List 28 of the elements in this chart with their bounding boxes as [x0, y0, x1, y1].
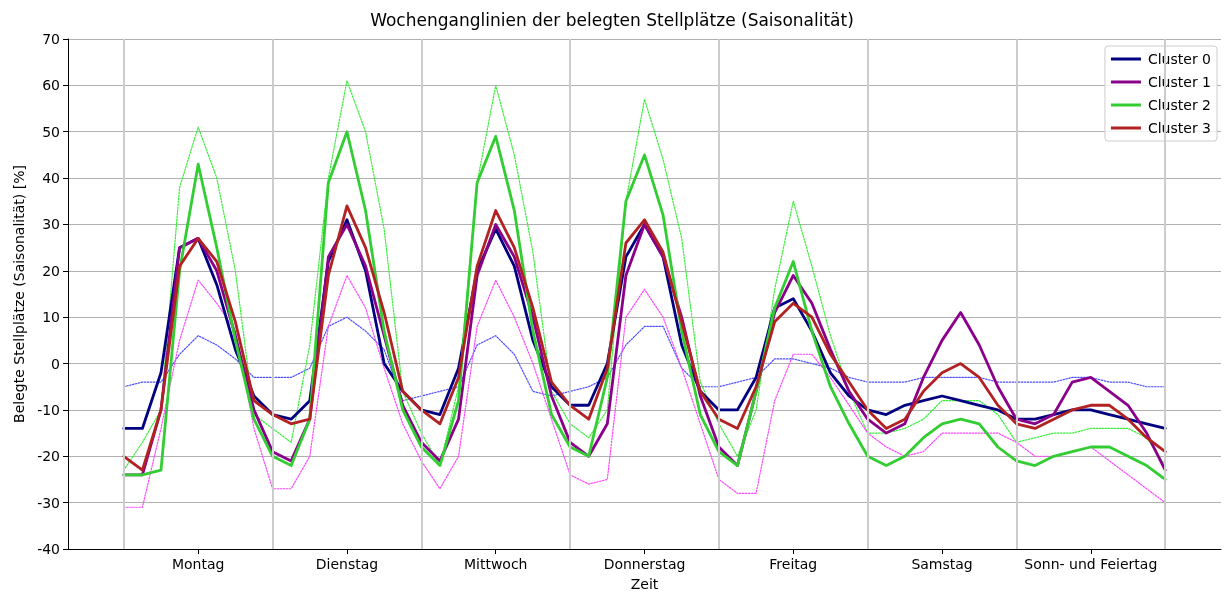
- y-tick-label: 30: [42, 216, 60, 233]
- x-tick-label: Freitag: [769, 556, 818, 572]
- legend-label: Cluster 2: [1147, 97, 1212, 113]
- y-tick-label: 50: [42, 123, 60, 140]
- legend-label: Cluster 1: [1147, 74, 1212, 90]
- y-tick-label: 40: [42, 170, 60, 187]
- chart-title: Wochenganglinien der belegten Stellplätze (Saisonalität): [370, 9, 854, 30]
- x-tick-label: Sonn- und Feiertag: [1024, 556, 1158, 572]
- legend-label: Cluster 0: [1147, 51, 1212, 67]
- x-tick-label: Donnerstag: [603, 556, 686, 572]
- line-series: [123, 316, 1166, 402]
- y-tick-label: 60: [42, 77, 60, 94]
- x-axis-title: Zeit: [630, 576, 659, 592]
- y-tick-label: 0: [51, 355, 60, 372]
- legend-label: Cluster 3: [1147, 120, 1212, 136]
- y-tick-label: -20: [37, 448, 60, 465]
- y-tick-label: -40: [37, 541, 60, 557]
- y-tick-label: 10: [42, 309, 60, 326]
- y-tick-label: -10: [37, 401, 60, 418]
- x-tick-label: Dienstag: [315, 556, 379, 572]
- x-tick-label: Mittwoch: [463, 556, 528, 572]
- y-tick-label: -30: [37, 494, 60, 511]
- y-tick-label: 20: [42, 262, 60, 279]
- x-tick-label: Samstag: [911, 556, 973, 572]
- y-axis-title: Belegte Stellplätze (Saisonalität) [%]: [11, 165, 28, 423]
- x-tick-label: Montag: [171, 556, 225, 572]
- y-tick-label: 70: [42, 31, 60, 47]
- line-series: [123, 274, 1166, 508]
